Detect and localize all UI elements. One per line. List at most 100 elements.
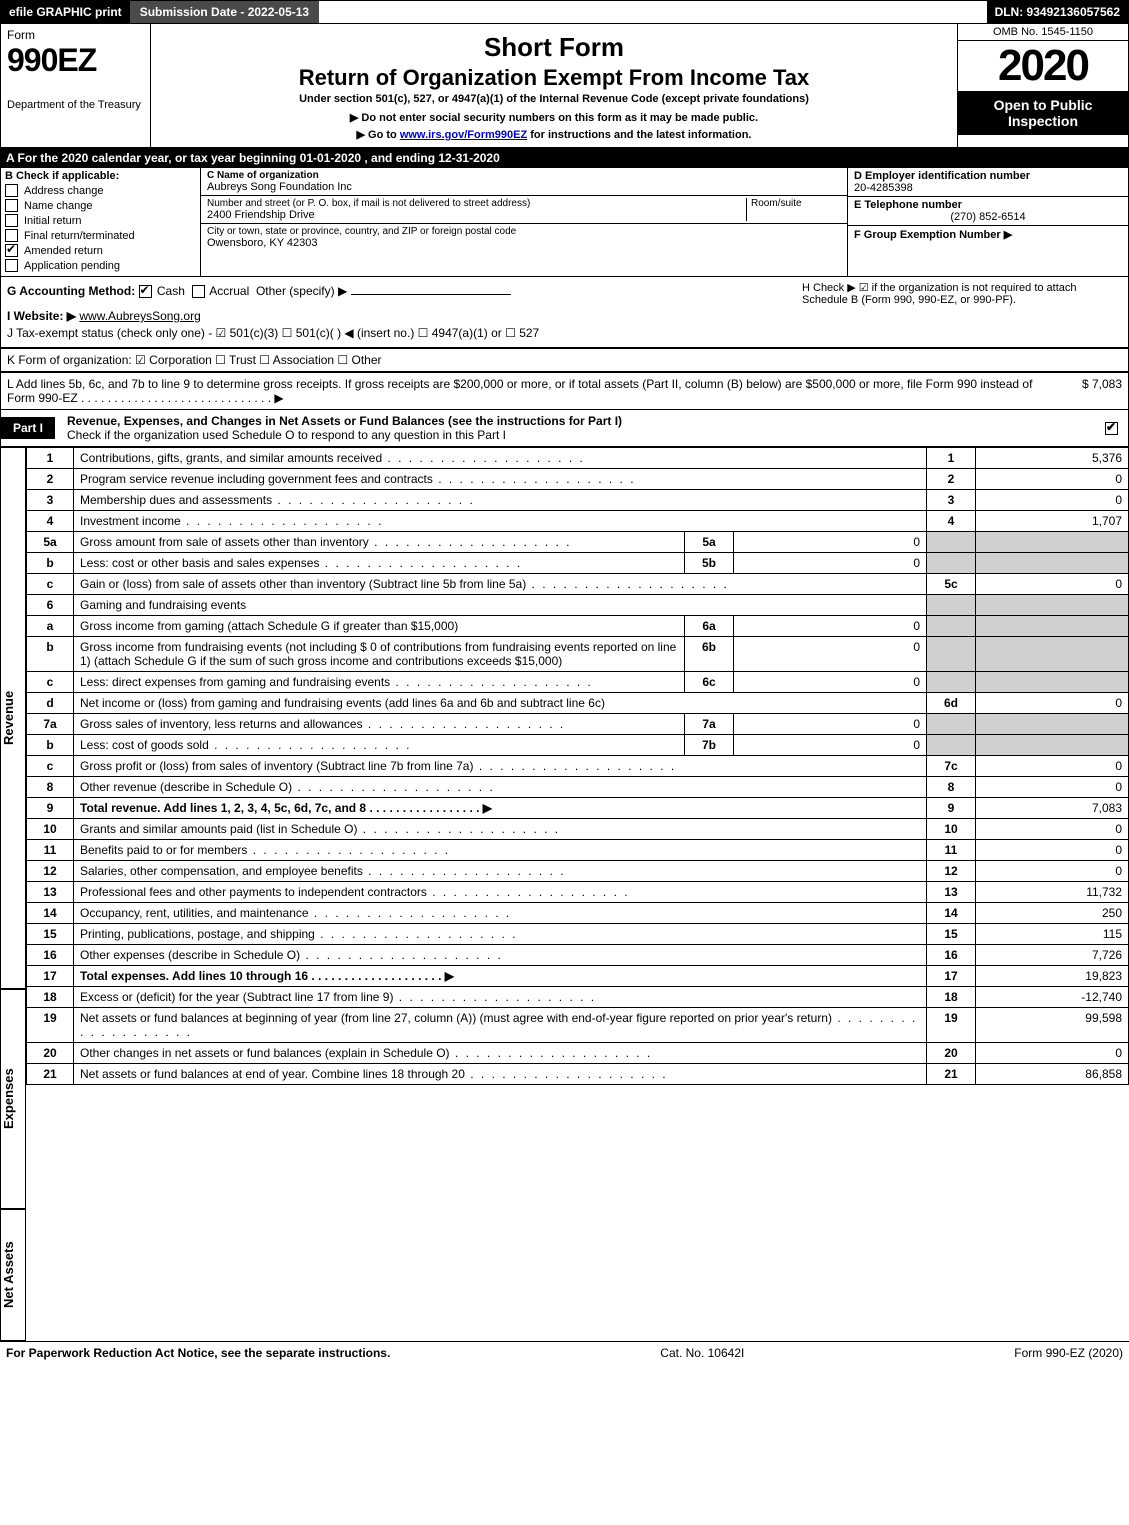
period-bar: A For the 2020 calendar year, or tax yea… [0, 148, 1129, 168]
row-15: 15Printing, publications, postage, and s… [27, 924, 1129, 945]
goto-pre: ▶ Go to [357, 129, 400, 141]
city-row: City or town, state or province, country… [201, 224, 847, 251]
other-specify-line[interactable] [351, 294, 511, 295]
row-7c: cGross profit or (loss) from sales of in… [27, 756, 1129, 777]
part1-body: Revenue Expenses Net Assets 1Contributio… [0, 447, 1129, 1341]
street-label: Number and street (or P. O. box, if mail… [207, 198, 746, 209]
street-row: Number and street (or P. O. box, if mail… [201, 196, 847, 224]
row-1: 1Contributions, gifts, grants, and simil… [27, 448, 1129, 469]
row-6b: bGross income from fundraising events (n… [27, 637, 1129, 672]
tax-year: 2020 [958, 41, 1128, 91]
entity-info-grid: B Check if applicable: Address change Na… [0, 168, 1129, 277]
irs-link[interactable]: www.irs.gov/Form990EZ [400, 129, 527, 141]
row-6d: dNet income or (loss) from gaming and fu… [27, 693, 1129, 714]
row-8: 8Other revenue (describe in Schedule O)8… [27, 777, 1129, 798]
row-7a: 7aGross sales of inventory, less returns… [27, 714, 1129, 735]
sidebar-expenses: Expenses [0, 989, 26, 1209]
box-c: C Name of organization Aubreys Song Foun… [201, 168, 848, 276]
cb-initial-return[interactable]: Initial return [5, 214, 196, 227]
box-d: D Employer identification number 20-4285… [848, 168, 1128, 197]
line-h: H Check ▶ ☑ if the organization is not r… [802, 281, 1122, 306]
omb-number: OMB No. 1545-1150 [958, 24, 1128, 41]
box-b: B Check if applicable: Address change Na… [1, 168, 201, 276]
city-value: Owensboro, KY 42303 [207, 237, 841, 249]
box-def: D Employer identification number 20-4285… [848, 168, 1128, 276]
footer-right: Form 990-EZ (2020) [1014, 1346, 1123, 1360]
dln-label: DLN: 93492136057562 [987, 1, 1128, 23]
line-l-amount: $ 7,083 [1042, 377, 1122, 405]
row-16: 16Other expenses (describe in Schedule O… [27, 945, 1129, 966]
row-12: 12Salaries, other compensation, and empl… [27, 861, 1129, 882]
cb-cash[interactable] [139, 285, 152, 298]
form-number: 990EZ [7, 42, 144, 79]
ein-value: 20-4285398 [854, 182, 1122, 194]
row-20: 20Other changes in net assets or fund ba… [27, 1043, 1129, 1064]
efile-print-label[interactable]: efile GRAPHIC print [1, 1, 130, 23]
goto-line: ▶ Go to www.irs.gov/Form990EZ for instru… [161, 128, 947, 141]
line-j: J Tax-exempt status (check only one) - ☑… [7, 326, 1122, 340]
website-value[interactable]: www.AubreysSong.org [79, 309, 200, 323]
box-b-heading: B Check if applicable: [5, 170, 196, 182]
ein-label: D Employer identification number [854, 170, 1122, 182]
footer-left: For Paperwork Reduction Act Notice, see … [6, 1346, 390, 1360]
goto-post: for instructions and the latest informat… [527, 129, 751, 141]
part1-tab: Part I [1, 417, 55, 439]
cb-name-change[interactable]: Name change [5, 199, 196, 212]
phone-value: (270) 852-6514 [854, 211, 1122, 223]
cb-application-pending[interactable]: Application pending [5, 259, 196, 272]
cb-amended-return[interactable]: Amended return [5, 244, 196, 257]
page-footer: For Paperwork Reduction Act Notice, see … [0, 1341, 1129, 1364]
row-6: 6Gaming and fundraising events [27, 595, 1129, 616]
box-f: F Group Exemption Number ▶ [848, 226, 1128, 243]
row-18: 18Excess or (deficit) for the year (Subt… [27, 987, 1129, 1008]
box-e: E Telephone number (270) 852-6514 [848, 197, 1128, 226]
row-10: 10Grants and similar amounts paid (list … [27, 819, 1129, 840]
row-5a: 5aGross amount from sale of assets other… [27, 532, 1129, 553]
line-k: K Form of organization: ☑ Corporation ☐ … [0, 348, 1129, 372]
row-11: 11Benefits paid to or for members110 [27, 840, 1129, 861]
cb-accrual[interactable] [192, 285, 205, 298]
org-name-value: Aubreys Song Foundation Inc [207, 181, 841, 193]
city-label: City or town, state or province, country… [207, 226, 841, 237]
row-13: 13Professional fees and other payments t… [27, 882, 1129, 903]
line-l-text: L Add lines 5b, 6c, and 7b to line 9 to … [7, 377, 1042, 405]
row-4: 4Investment income41,707 [27, 511, 1129, 532]
part1-header: Part I Revenue, Expenses, and Changes in… [0, 410, 1129, 447]
subtitle: Under section 501(c), 527, or 4947(a)(1)… [161, 93, 947, 105]
sidebar-revenue: Revenue [0, 447, 26, 989]
row-6c: cLess: direct expenses from gaming and f… [27, 672, 1129, 693]
cb-address-change[interactable]: Address change [5, 184, 196, 197]
row-6a: aGross income from gaming (attach Schedu… [27, 616, 1129, 637]
cb-final-return[interactable]: Final return/terminated [5, 229, 196, 242]
part1-title: Revenue, Expenses, and Changes in Net As… [63, 410, 1097, 446]
open-to-public: Open to Public Inspection [958, 91, 1128, 135]
sidebar-netassets: Net Assets [0, 1209, 26, 1341]
line-i: I Website: ▶ www.AubreysSong.org [7, 309, 1122, 323]
return-title: Return of Organization Exempt From Incom… [161, 65, 947, 91]
short-form-title: Short Form [161, 32, 947, 63]
row-17: 17Total expenses. Add lines 10 through 1… [27, 966, 1129, 987]
line-l: L Add lines 5b, 6c, and 7b to line 9 to … [0, 372, 1129, 410]
room-label: Room/suite [751, 198, 841, 209]
row-7b: bLess: cost of goods sold7b0 [27, 735, 1129, 756]
row-2: 2Program service revenue including gover… [27, 469, 1129, 490]
org-name-row: C Name of organization Aubreys Song Foun… [201, 168, 847, 196]
row-19: 19Net assets or fund balances at beginni… [27, 1008, 1129, 1043]
header-left: Form 990EZ Department of the Treasury [1, 24, 151, 147]
line-g: G Accounting Method: Cash Accrual Other … [7, 284, 762, 298]
row-9: 9Total revenue. Add lines 1, 2, 3, 4, 5c… [27, 798, 1129, 819]
form-header: Form 990EZ Department of the Treasury Sh… [0, 24, 1129, 148]
phone-label: E Telephone number [854, 199, 1122, 211]
row-5c: cGain or (loss) from sale of assets othe… [27, 574, 1129, 595]
topbar: efile GRAPHIC print Submission Date - 20… [0, 0, 1129, 24]
dept-treasury: Department of the Treasury [7, 99, 144, 111]
org-name-label: C Name of organization [207, 170, 841, 181]
part1-checkbox[interactable] [1097, 417, 1128, 439]
submission-date: Submission Date - 2022-05-13 [130, 1, 319, 23]
form-label: Form [7, 28, 144, 42]
header-right: OMB No. 1545-1150 2020 Open to Public In… [958, 24, 1128, 147]
row-21: 21Net assets or fund balances at end of … [27, 1064, 1129, 1085]
part1-check-text: Check if the organization used Schedule … [67, 428, 506, 442]
row-14: 14Occupancy, rent, utilities, and mainte… [27, 903, 1129, 924]
group-exemption-label: F Group Exemption Number ▶ [854, 229, 1012, 241]
